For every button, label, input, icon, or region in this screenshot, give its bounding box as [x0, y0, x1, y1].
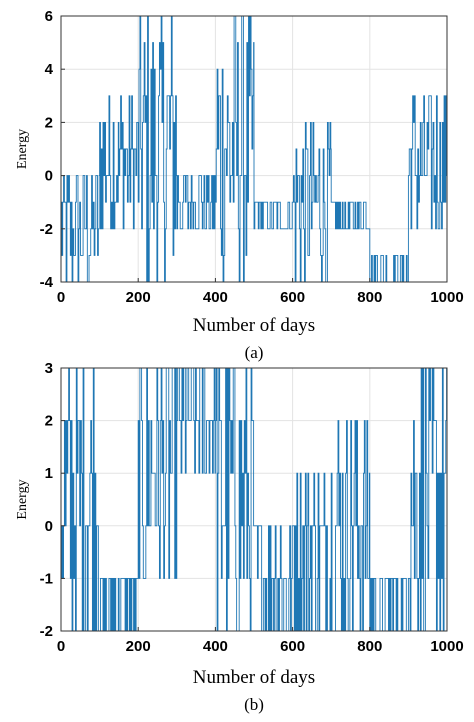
plot-frame	[60, 15, 448, 283]
y-tick-label: 2	[45, 114, 53, 131]
y-tick-label: 1	[45, 465, 53, 482]
x-tick-label: 0	[57, 638, 65, 655]
y-tick-label: 3	[45, 360, 53, 377]
x-tick-label: 400	[203, 638, 228, 655]
y-tick-label: 0	[45, 168, 53, 185]
y-axis-label: Energy	[15, 129, 30, 169]
chart-panel-1: 0 200 400 600 800 1000 -4 -2 0 2 4 6 Number of days E…	[15, 8, 464, 362]
x-tick-label: 600	[280, 638, 305, 655]
y-tick-label: -4	[40, 274, 54, 291]
chart-panel-2: 0 200 400 600 800 1000 -2 -1 0 1 2 3 Number of days E…	[15, 360, 464, 714]
x-tick-label: 800	[357, 638, 382, 655]
y-tick-label: -2	[40, 221, 53, 238]
panel-label: (a)	[245, 343, 264, 362]
series-line	[61, 368, 447, 631]
y-tick-label: -1	[40, 570, 53, 587]
x-tick-label: 1000	[430, 289, 463, 306]
x-tick-label: 1000	[430, 638, 463, 655]
x-tick-label: 200	[126, 638, 151, 655]
x-tick-label: 800	[357, 289, 382, 306]
plot-frame	[60, 367, 448, 632]
x-tick-label: 600	[280, 289, 305, 306]
x-axis-label: Number of days	[193, 667, 315, 688]
x-tick-label: 0	[57, 289, 65, 306]
y-tick-label: 2	[45, 413, 53, 430]
panel-label: (b)	[244, 695, 264, 714]
y-tick-label: 4	[45, 61, 54, 78]
y-axis-label: Energy	[15, 479, 30, 519]
x-tick-label: 200	[126, 289, 151, 306]
x-tick-label: 400	[203, 289, 228, 306]
y-tick-label: 6	[45, 8, 53, 25]
x-axis-label: Number of days	[193, 315, 315, 336]
series-line	[61, 16, 447, 282]
y-tick-label: -2	[40, 623, 53, 640]
y-tick-label: 0	[45, 518, 53, 535]
